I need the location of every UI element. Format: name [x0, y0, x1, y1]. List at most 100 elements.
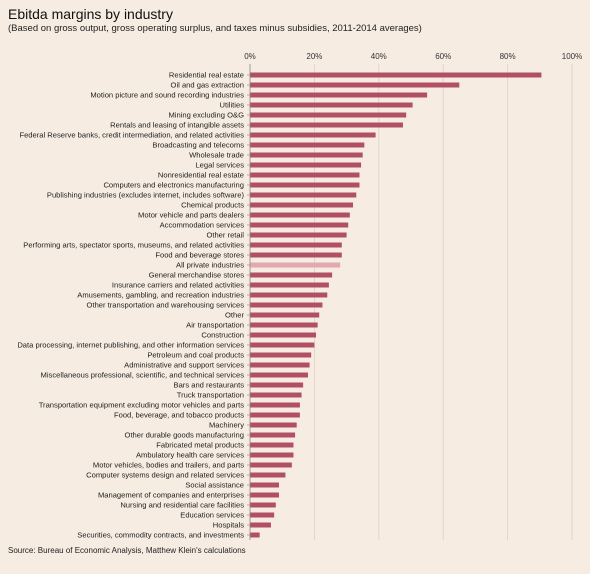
bar [250, 502, 276, 508]
bar [250, 92, 428, 98]
bar [250, 172, 360, 178]
category-label: Publishing industries (excludes internet… [47, 191, 245, 200]
category-label: Broadcasting and telecoms [152, 141, 244, 150]
bar [250, 322, 318, 328]
category-label: Management of companies and enterprises [98, 491, 244, 500]
category-label: Miscellaneous professional, scientific, … [41, 371, 245, 380]
category-label: Hospitals [213, 521, 244, 530]
x-tick-label: 80% [500, 52, 516, 61]
category-label: Construction [201, 331, 244, 340]
bar [250, 462, 292, 468]
category-label: Motion picture and sound recording indus… [90, 91, 244, 100]
bar [250, 522, 271, 528]
bar [250, 512, 275, 518]
category-label: Computer systems design and related serv… [86, 471, 244, 480]
x-tick-label: 20% [306, 52, 322, 61]
category-label: Wholesale trade [189, 151, 244, 160]
category-label: Food and beverage stores [155, 251, 244, 260]
bar [250, 282, 329, 288]
bar [250, 532, 260, 538]
bar [250, 122, 403, 128]
category-label: Utilities [220, 101, 245, 110]
bar [250, 342, 315, 348]
category-label: Motor vehicle and parts dealers [138, 211, 244, 220]
category-label: Legal services [195, 161, 244, 170]
bar [250, 222, 349, 228]
bar [250, 202, 354, 208]
bar [250, 272, 333, 278]
category-label: Transportation equipment excluding motor… [39, 401, 244, 410]
category-label: Rentals and leasing of intangible assets [110, 121, 244, 130]
category-label: Ambulatory health care services [136, 451, 244, 460]
chart-subtitle: (Based on gross output, gross operating … [8, 23, 422, 34]
bar [250, 422, 297, 428]
bar [250, 392, 302, 398]
bar [250, 482, 279, 488]
category-label: Performing arts, spectator sports, museu… [23, 241, 244, 250]
bar [250, 382, 304, 388]
category-label: Truck transportation [177, 391, 244, 400]
bar [250, 302, 323, 308]
source-note: Source: Bureau of Economic Analysis, Mat… [8, 546, 246, 555]
category-label: Air transportation [186, 321, 244, 330]
bar [250, 452, 294, 458]
category-label: Amusements, gambling, and recreation ind… [77, 291, 244, 300]
bar [250, 242, 342, 248]
category-label: Insurance carriers and related activitie… [112, 281, 244, 290]
bar [250, 182, 360, 188]
bar [250, 312, 320, 318]
x-tick-label: 40% [371, 52, 387, 61]
category-label: Food, beverage, and tobacco products [114, 411, 244, 420]
bar [250, 402, 300, 408]
bar [250, 412, 300, 418]
category-label: Other [225, 311, 244, 320]
bar [250, 252, 342, 258]
category-label: Other durable goods manufacturing [125, 431, 244, 440]
bars [250, 72, 542, 538]
bar [250, 162, 362, 168]
x-tick-label: 100% [562, 52, 582, 61]
category-label: Mining excluding O&G [168, 111, 244, 120]
bar [250, 82, 460, 88]
bar [250, 492, 279, 498]
x-tick-label: 0% [244, 52, 256, 61]
category-label: Other transportation and warehousing ser… [87, 301, 245, 310]
bar [250, 112, 407, 118]
bar [250, 192, 357, 198]
bar [250, 102, 413, 108]
category-label: Fabricated metal products [156, 441, 244, 450]
category-label: Petroleum and coal products [147, 351, 244, 360]
category-label: Securities, commodity contracts, and inv… [77, 531, 244, 540]
bar [250, 472, 286, 478]
bar [250, 152, 363, 158]
bar [250, 142, 365, 148]
bar [250, 232, 347, 238]
category-label: Accommodation services [160, 221, 245, 230]
bar [250, 372, 308, 378]
category-label: All private industries [176, 261, 244, 270]
bar [250, 332, 317, 338]
category-label: Federal Reserve banks, credit intermedia… [19, 131, 244, 140]
bar [250, 442, 294, 448]
category-label: Motor vehicles, bodies and trailers, and… [93, 461, 244, 470]
category-label: Chemical products [181, 201, 244, 210]
category-label: Machinery [209, 421, 244, 430]
category-label: Administrative and support services [124, 361, 244, 370]
bar [250, 262, 341, 268]
category-label: Bars and restaurants [174, 381, 245, 390]
category-label: Education services [180, 511, 244, 520]
bar [250, 362, 310, 368]
bar [250, 72, 542, 78]
category-label: Nonresidential real estate [158, 171, 244, 180]
category-label: Social assistance [185, 481, 244, 490]
bar [250, 432, 296, 438]
category-label: Residential real estate [169, 71, 244, 80]
bar [250, 352, 312, 358]
bar [250, 212, 350, 218]
chart-title: Ebitda margins by industry [8, 6, 173, 22]
category-label: General merchandise stores [149, 271, 245, 280]
bar [250, 292, 328, 298]
category-label: Computers and electronics manufacturing [103, 181, 244, 190]
